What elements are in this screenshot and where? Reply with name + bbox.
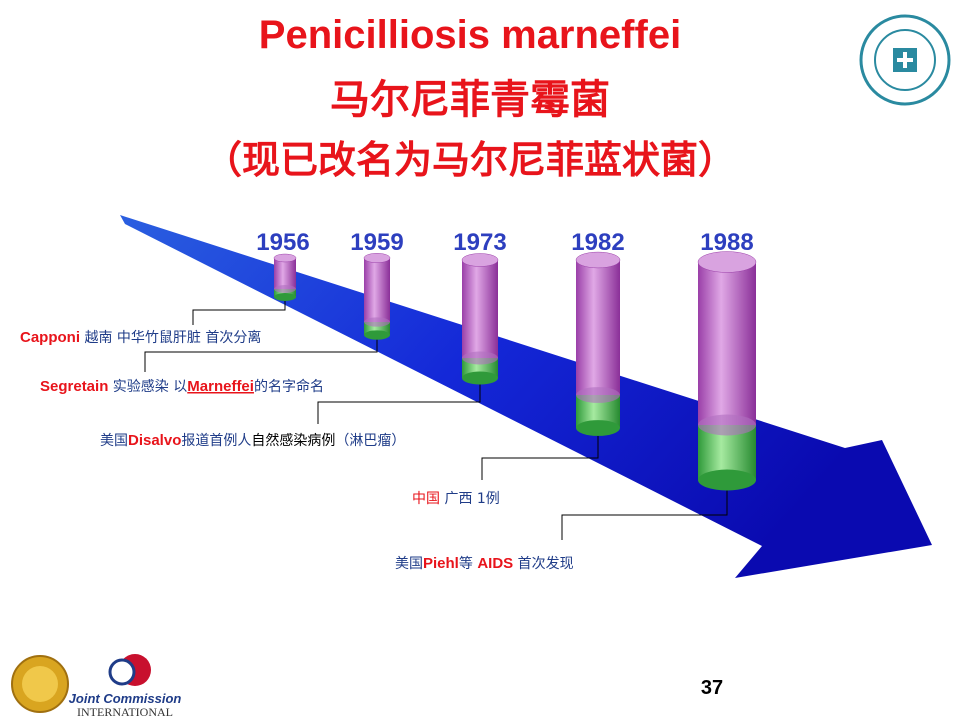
cylinder-bottom xyxy=(462,371,498,385)
event-run: （淋巴瘤） xyxy=(335,432,405,449)
cylinder-band xyxy=(698,414,756,436)
event-run: AIDS xyxy=(477,555,513,572)
year-label: 1959 xyxy=(350,229,403,256)
cylinder-body xyxy=(274,258,296,289)
year-label: 1988 xyxy=(700,229,753,256)
cylinder-band xyxy=(462,351,498,365)
cylinder-body xyxy=(462,260,498,358)
cylinder-top xyxy=(363,253,391,263)
connector xyxy=(317,384,481,424)
event-text: 中国 广西 1例 xyxy=(412,491,500,507)
connector xyxy=(192,300,286,325)
event-run: 首次发现 xyxy=(513,556,573,572)
event-run: 美国 xyxy=(395,556,423,572)
title-line: 马尔尼菲青霉菌 xyxy=(330,78,610,122)
event-run: 广西 1例 xyxy=(440,491,500,507)
cylinder-top xyxy=(697,251,757,273)
title-line: Penicilliosis marneffei xyxy=(259,13,681,57)
logo-text: Joint Commission xyxy=(69,691,182,706)
event-run: 报道首例人 xyxy=(181,433,251,449)
cylinder-bottom xyxy=(364,330,390,340)
jci-logos: Joint Commission INTERNATIONAL xyxy=(11,654,182,719)
page-number: 37 xyxy=(701,677,723,699)
event-run: 的名字命名 xyxy=(254,378,324,395)
connector xyxy=(144,339,378,372)
cylinder-base xyxy=(274,289,296,297)
event-run: Marneffei xyxy=(187,378,254,395)
timeline-arrow xyxy=(120,215,932,578)
cylinder-bottom xyxy=(274,293,296,301)
cylinder-top xyxy=(575,251,621,269)
logo-text: INTERNATIONAL xyxy=(77,705,173,719)
event-run: 自然感染病例 xyxy=(251,432,335,449)
connector xyxy=(561,490,728,540)
cylinder-top xyxy=(461,253,499,267)
event-text: 美国Piehl等 AIDS 首次发现 xyxy=(395,555,574,572)
event-run: 实验感染 以 xyxy=(108,378,187,395)
year-label: 1982 xyxy=(571,229,624,256)
event-run: 中国 xyxy=(412,491,440,507)
cylinder-bottom xyxy=(698,469,756,491)
event-run: Capponi xyxy=(20,329,80,346)
event-text: Capponi 越南 中华竹鼠肝脏 首次分离 xyxy=(20,329,261,346)
year-label: 1973 xyxy=(453,229,506,256)
event-run: 美国 xyxy=(100,433,128,449)
event-run: 等 xyxy=(459,555,477,572)
event-run: Piehl xyxy=(423,555,459,572)
cylinder-body xyxy=(698,262,756,425)
connector xyxy=(481,435,599,480)
year-label: 1956 xyxy=(256,229,309,256)
title-line: （现已改名为马尔尼菲蓝状菌） xyxy=(204,140,736,182)
hospital-logo xyxy=(859,14,951,106)
cylinder-body xyxy=(364,258,390,322)
event-text: 美国Disalvo报道首例人自然感染病例（淋巴瘤） xyxy=(100,432,405,449)
event-run: Disalvo xyxy=(128,432,181,449)
cylinder-body xyxy=(576,260,620,395)
cylinder-band xyxy=(364,317,390,327)
cylinder-bottom xyxy=(576,420,620,436)
event-run: Segretain xyxy=(40,378,108,395)
event-run: 越南 中华竹鼠肝脏 首次分离 xyxy=(80,329,261,346)
cylinder-top xyxy=(273,253,297,263)
cylinder-band xyxy=(576,387,620,403)
cylinder-band xyxy=(274,285,296,293)
event-text: Segretain 实验感染 以Marneffei的名字命名 xyxy=(40,378,324,395)
